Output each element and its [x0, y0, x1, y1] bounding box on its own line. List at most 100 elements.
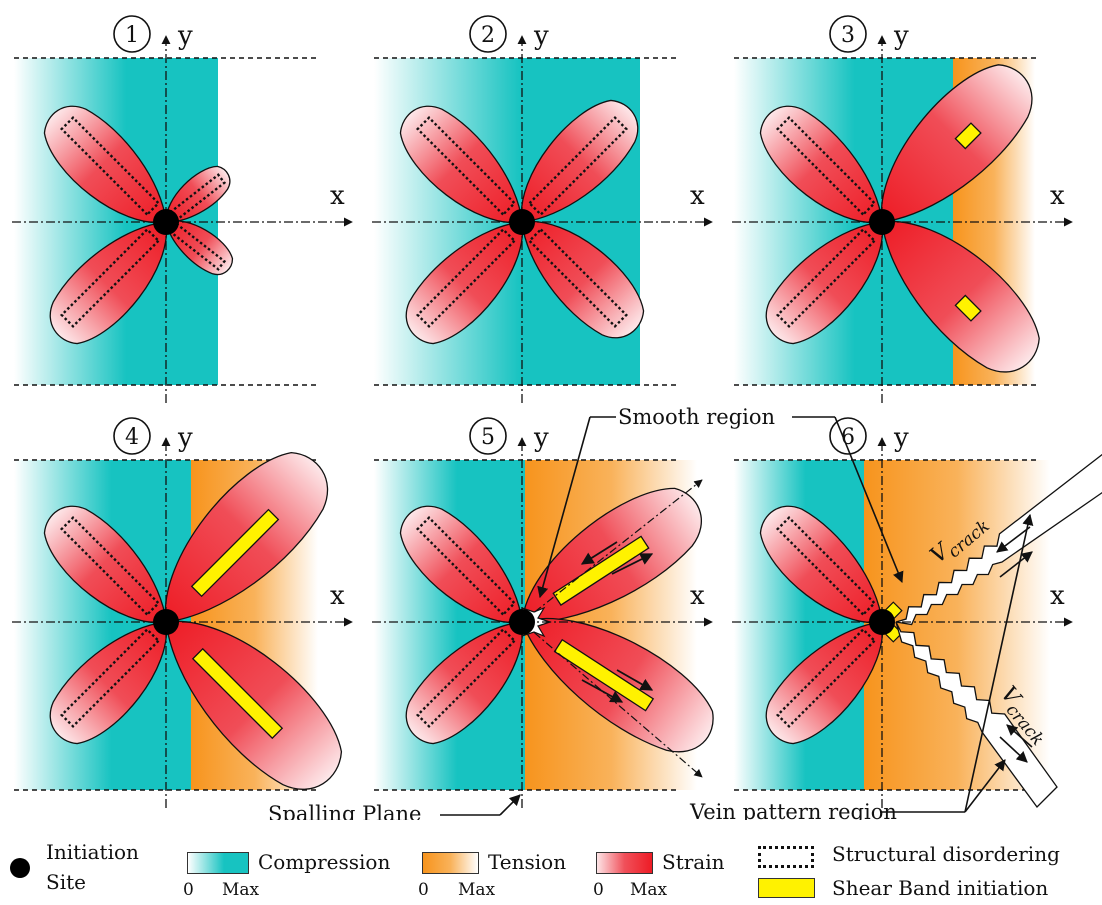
- panel-number-circle: [469, 417, 507, 455]
- legend: Initiation Site Compression 0 Max Tensio…: [0, 820, 1102, 905]
- x-axis-label: x: [330, 181, 345, 211]
- structural-disordering-swatch: [758, 846, 814, 868]
- shear-band-swatch: [758, 878, 815, 898]
- x-axis-label: x: [690, 181, 705, 211]
- structural-disordering-region: [776, 516, 877, 617]
- strain-lobe: [164, 451, 329, 623]
- strain-lobe: [759, 105, 883, 224]
- tension-max: Max: [458, 880, 496, 900]
- panel-5: xy5: [372, 417, 714, 808]
- strain-lobe: [43, 505, 167, 624]
- spalling-plane-label: Spalling Plane: [268, 802, 421, 820]
- tension-min: 0: [418, 880, 429, 900]
- structural-disordering-region: [60, 116, 161, 217]
- panel-4: xy4: [12, 417, 353, 808]
- strain-lobe: [765, 221, 884, 345]
- spalling-plane-annotation: Spalling Plane: [268, 794, 521, 820]
- panel-number: 2: [481, 23, 495, 48]
- structural-disordering-region: [527, 227, 628, 328]
- x-axis-label: x: [1050, 181, 1065, 211]
- initiation-site: [509, 209, 535, 235]
- initiation-site-dot: [10, 858, 30, 878]
- panel-number-circle: [469, 15, 507, 53]
- shear-band: [553, 638, 655, 712]
- shear-arrow: [616, 669, 654, 691]
- strain-label: Strain: [662, 850, 725, 874]
- tension-swatch: [422, 852, 479, 874]
- shear-band: [552, 535, 650, 606]
- structural-disordering-region: [776, 627, 877, 728]
- strain-lobe: [520, 99, 639, 223]
- y-axis-label: y: [177, 21, 193, 51]
- x-axis-label: x: [1050, 581, 1065, 611]
- structural-disordering-label: Structural disordering: [832, 842, 1060, 866]
- panel-number-circle: [113, 417, 151, 455]
- panel-number-circle: [113, 15, 151, 53]
- axes: xy: [372, 423, 713, 808]
- structural-disordering-region: [776, 227, 877, 328]
- shear-direction-line: [521, 479, 703, 623]
- y-axis-label: y: [893, 423, 909, 453]
- shear-arrow: [581, 679, 624, 703]
- y-axis-label: y: [533, 21, 549, 51]
- compression-max: Max: [222, 880, 260, 900]
- structural-disordering-region: [776, 116, 877, 217]
- compression-label: Compression: [258, 850, 391, 874]
- strain-lobe: [521, 487, 702, 623]
- axes: xy: [12, 423, 353, 808]
- structural-disordering-region: [416, 516, 517, 617]
- upper-crack-branch: [895, 453, 1102, 626]
- strain-lobe: [759, 505, 883, 624]
- panel-number: 6: [841, 425, 855, 450]
- strain-lobe: [880, 64, 1033, 223]
- strain-lobe: [521, 617, 714, 753]
- structural-disordering-region: [416, 627, 517, 728]
- shear-band: [191, 647, 284, 740]
- y-axis-label: y: [177, 423, 193, 453]
- smooth-region-label: Smooth region: [618, 405, 775, 429]
- smooth-region-annotation: Smooth region: [537, 405, 904, 599]
- strain-lobe: [765, 621, 884, 745]
- shear-arrow: [580, 541, 618, 565]
- strain-swatch: [596, 852, 653, 874]
- initiation-site: [869, 609, 895, 635]
- strain-lobe: [43, 105, 167, 224]
- shear-band-label: Shear Band initiation: [832, 876, 1049, 900]
- strain-lobe: [881, 220, 1040, 373]
- strain-lobe: [49, 621, 168, 745]
- y-axis-label: y: [533, 423, 549, 453]
- x-axis-label: x: [330, 581, 345, 611]
- strain-lobe: [521, 220, 645, 339]
- panel-number: 4: [125, 425, 139, 450]
- panel-2: x y 2: [372, 15, 713, 403]
- shear-band: [190, 508, 280, 598]
- strain-max: Max: [630, 880, 668, 900]
- structural-disordering-region: [60, 227, 161, 328]
- compression-field: [374, 460, 525, 790]
- initiation-site-label-2: Site: [46, 870, 86, 894]
- compression-min: 0: [183, 880, 194, 900]
- vein-pattern-annotation: Vein pattern region: [689, 513, 1034, 820]
- initiation-site: [153, 209, 179, 235]
- x-axis-label: x: [690, 581, 705, 611]
- panel-number: 1: [125, 23, 139, 48]
- structural-disordering-region: [527, 116, 628, 217]
- panel-number-circle: [829, 15, 867, 53]
- structural-disordering-region: [416, 227, 517, 328]
- shear-arrow: [611, 553, 654, 575]
- strain-lobe: [405, 621, 524, 745]
- initiation-site: [869, 209, 895, 235]
- strain-lobe: [165, 620, 343, 790]
- panel-3: x y 3: [732, 15, 1073, 403]
- initiation-site: [509, 609, 535, 635]
- initiation-site: [153, 609, 179, 635]
- strain-min: 0: [593, 880, 604, 900]
- structural-disordering-region: [60, 516, 161, 617]
- panel-number: 5: [481, 425, 495, 450]
- panel-1: x y 1: [12, 15, 353, 403]
- strain-lobe: [405, 221, 524, 345]
- tension-label: Tension: [488, 850, 567, 874]
- strain-lobe: [399, 105, 523, 224]
